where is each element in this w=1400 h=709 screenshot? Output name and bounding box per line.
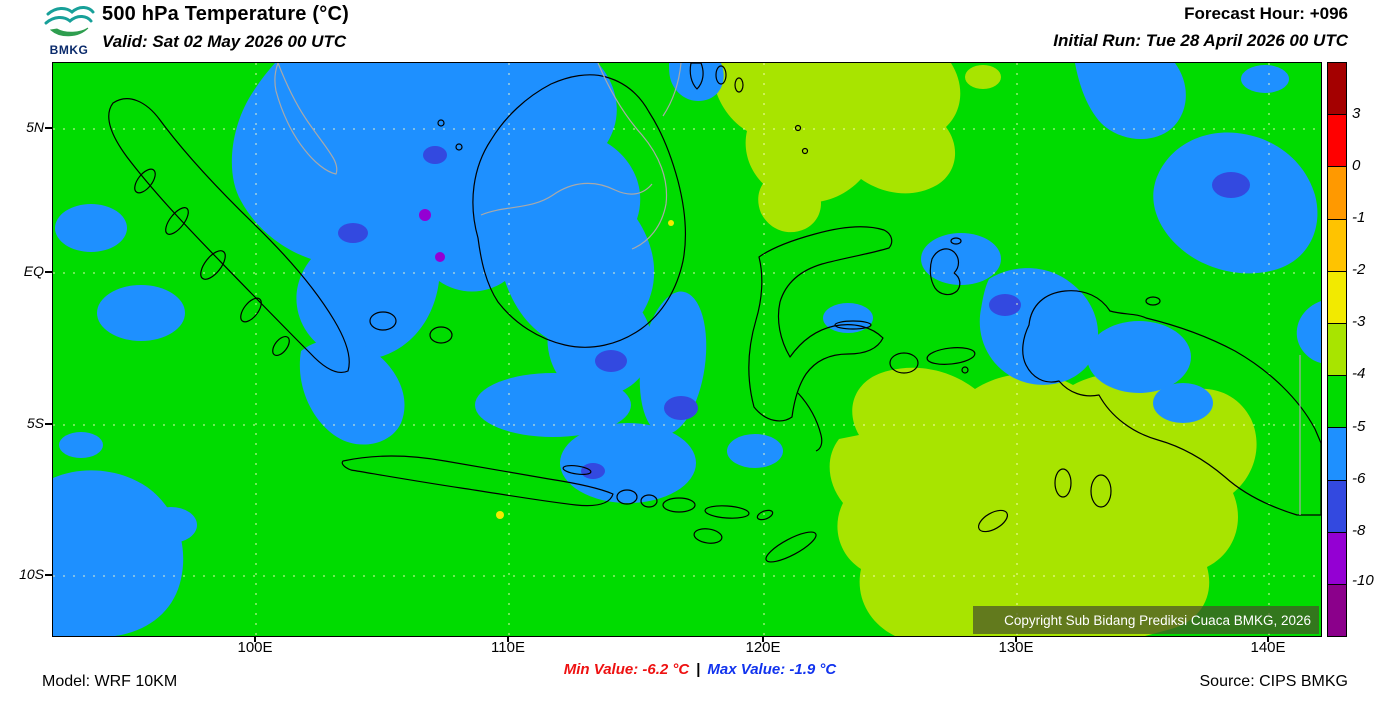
lon-tick	[762, 636, 764, 642]
bmkg-logo-text: BMKG	[49, 43, 89, 57]
graticule-gridlines	[53, 63, 1321, 636]
model-label: Model: WRF 10KM	[42, 673, 178, 690]
lat-tick	[45, 423, 52, 425]
lon-label-120e: 120E	[745, 639, 781, 656]
lon-label-130e: 130E	[998, 639, 1034, 656]
lat-label-5s: 5S	[26, 415, 44, 431]
lon-tick	[1267, 636, 1269, 642]
header-title-block: 500 hPa Temperature (°C) Valid: Sat 02 M…	[102, 3, 349, 52]
copyright-text: Copyright Sub Bidang Prediksi Cuaca BMKG…	[1004, 613, 1311, 628]
colorbar-segment	[1328, 376, 1346, 429]
source-label: Source: CIPS BMKG	[1199, 673, 1349, 690]
minmax-values: Min Value: -6.2 °C | Max Value: -1.9 °C	[0, 661, 1400, 679]
lat-label-5n: 5N	[26, 119, 44, 135]
lon-tick	[254, 636, 256, 642]
colorbar-label: -2	[1352, 261, 1366, 278]
field-yellowgreen-regions	[713, 63, 1257, 636]
colorbar-label: -4	[1352, 365, 1366, 382]
colorbar-segment	[1328, 63, 1346, 116]
field-yellow-spots	[496, 220, 674, 519]
lat-tick	[45, 127, 52, 129]
colorbar-segment	[1328, 323, 1346, 377]
lat-tick	[45, 271, 52, 273]
lon-tick	[507, 636, 509, 642]
field-purple-spots	[419, 209, 445, 262]
colorbar-label: -5	[1352, 418, 1366, 435]
colorbar-label: -1	[1352, 209, 1366, 226]
min-value: Min Value: -6.2 °C	[563, 661, 690, 678]
colorbar-label: -8	[1352, 522, 1366, 539]
bmkg-logo: BMKG	[40, 1, 98, 57]
temperature-colorbar	[1327, 62, 1347, 637]
lon-label-100e: 100E	[237, 639, 273, 656]
header-right-block: Forecast Hour: +096 Initial Run: Tue 28 …	[1053, 4, 1348, 51]
valid-time: Valid: Sat 02 May 2026 00 UTC	[102, 32, 347, 51]
lon-label-110e: 110E	[491, 639, 525, 656]
copyright-bar: Copyright Sub Bidang Prediksi Cuaca BMKG…	[973, 606, 1319, 634]
forecast-hour: Forecast Hour: +096	[1184, 4, 1348, 23]
colorbar-label: 3	[1352, 105, 1361, 122]
colorbar-segment	[1328, 271, 1346, 324]
colorbar-label: 0	[1352, 157, 1361, 174]
field-darkblue-spots	[338, 146, 1250, 479]
lat-tick	[45, 574, 52, 576]
bmkg-logo-icon	[44, 6, 95, 37]
colorbar-segment	[1328, 219, 1346, 272]
lon-tick	[1015, 636, 1017, 642]
colorbar-label: -6	[1352, 470, 1366, 487]
lat-label-eq: EQ	[23, 263, 44, 279]
max-value: Max Value: -1.9 °C	[707, 661, 837, 678]
colorbar-segment	[1328, 115, 1346, 168]
colorbar-segment	[1328, 167, 1346, 220]
colorbar-segment	[1328, 480, 1346, 533]
colorbar-segment	[1328, 428, 1346, 481]
lon-label-140e: 140E	[1250, 639, 1286, 656]
country-borders-gray	[274, 63, 1301, 515]
lat-label-10s: 10S	[19, 566, 44, 582]
minmax-separator: |	[696, 661, 701, 678]
temperature-map-svg: Copyright Sub Bidang Prediksi Cuaca BMKG…	[53, 63, 1321, 636]
coastlines	[108, 63, 1321, 563]
copyright-bar-background	[973, 606, 1319, 634]
initial-run: Initial Run: Tue 28 April 2026 00 UTC	[1053, 31, 1348, 50]
colorbar-label: -3	[1352, 313, 1366, 330]
colorbar-segment	[1328, 532, 1346, 585]
map-area: Copyright Sub Bidang Prediksi Cuaca BMKG…	[52, 62, 1322, 637]
colorbar-label: -10	[1352, 572, 1374, 589]
colorbar-segment	[1328, 584, 1346, 637]
page-title: 500 hPa Temperature (°C)	[102, 3, 349, 25]
